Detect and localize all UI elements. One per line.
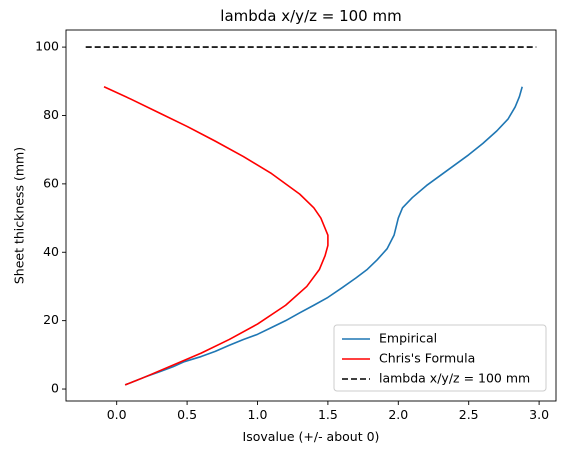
legend: Empirical Chris's Formula lambda x/y/z = 1…	[333, 324, 547, 392]
legend-entry: Empirical	[379, 331, 437, 346]
legend-entry: lambda x/y/z = 100 mm	[379, 371, 530, 386]
x-axis-label: Isovalue (+/- about 0)	[243, 429, 380, 444]
series-layer	[85, 46, 537, 386]
legend-box	[333, 324, 547, 392]
series-line-0	[124, 86, 523, 386]
x-tick-label: 2.5	[459, 407, 479, 422]
x-tick-label: 1.0	[248, 407, 268, 422]
x-tick-label: 0.0	[107, 407, 127, 422]
y-tick-label: 0	[51, 381, 59, 396]
y-tick-label: 100	[35, 39, 59, 54]
legend-entry: Chris's Formula	[379, 351, 475, 366]
plot-frame	[65, 29, 557, 402]
x-tick-label: 0.5	[177, 407, 197, 422]
x-tick-label: 3.0	[529, 407, 549, 422]
y-axis-label: Sheet thickness (mm)	[12, 147, 27, 284]
y-tick-label: 40	[43, 244, 59, 259]
chart-title: lambda x/y/z = 100 mm	[220, 7, 401, 25]
x-tick-label: 1.5	[318, 407, 338, 422]
x-tick-label: 2.0	[388, 407, 408, 422]
axes-layer: 0.0 0.5 1.0 1.5 2.0 2.5 3.0 0 20 40 60 80 100	[35, 29, 557, 422]
y-tick-label: 80	[43, 107, 59, 122]
series-line-1	[103, 86, 329, 386]
y-tick-label: 20	[43, 312, 59, 327]
y-tick-label: 60	[43, 175, 59, 190]
